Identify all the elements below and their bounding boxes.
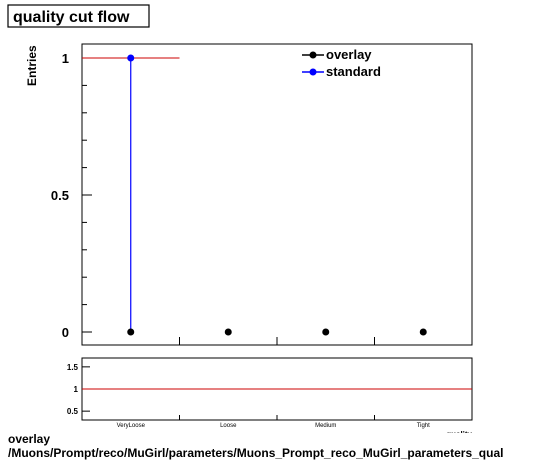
x-label-clip [430,433,490,439]
x-ticks [179,337,375,420]
main-y-ticks: 00.51 [51,51,92,340]
overlay-point [224,328,232,336]
data-marks [82,54,427,336]
ratio-y-tick-label: 1.5 [67,363,79,372]
ratio-y-tick-label: 0.5 [67,407,79,416]
footer-line-2: /Muons/Prompt/reco/MuGirl/parameters/Muo… [8,446,504,460]
x-category-label: Medium [315,423,336,429]
x-category-labels: VeryLoose Loose Medium Tight [117,423,431,429]
overlay-point [322,328,330,336]
chart-title: quality cut flow [13,9,130,26]
overlay-point [419,328,427,336]
legend-marker-overlay [309,51,317,59]
x-category-label: VeryLoose [117,423,146,429]
x-category-label: Loose [220,423,237,429]
y-axis-label: Entries [25,45,39,86]
y-tick-label: 1 [62,51,69,66]
title-frame [7,4,150,28]
y-tick-label: 0.5 [51,188,69,203]
ratio-panel: 0.5 1 1.5 [67,363,472,416]
chart-title-box: quality cut flow [7,4,150,28]
footer-line-1: overlay [8,432,51,446]
standard-point [127,54,135,62]
legend-label-overlay: overlay [326,47,372,62]
overlay-point [127,328,135,336]
ratio-y-tick-label: 1 [74,385,79,394]
legend-marker-standard [309,68,317,76]
legend-label-standard: standard [326,64,381,79]
main-plot-frame [81,43,473,346]
y-tick-label: 0 [62,325,69,340]
x-category-label: Tight [417,423,430,429]
legend: overlay standard [302,47,381,79]
